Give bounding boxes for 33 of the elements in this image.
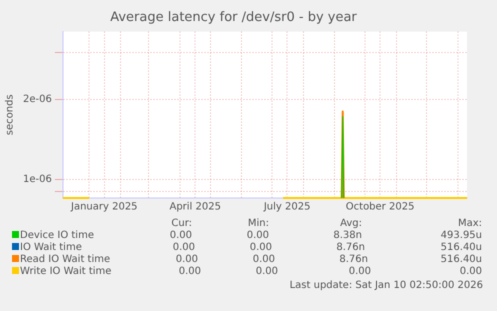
legend-label: Write IO Wait time [19, 266, 112, 277]
text: 8.38n [333, 230, 362, 242]
text: 516.40u [440, 242, 482, 254]
text: 0.00 [246, 230, 269, 242]
x-tick-label: April 2025 [169, 202, 221, 213]
text: 0.00 [252, 254, 275, 266]
x-tick-label: January 2025 [70, 202, 138, 213]
y-tick-label: 2e-06 [22, 94, 52, 105]
chart-title: Average latency for /dev/sr0 - by year [110, 10, 358, 26]
text: Max: [458, 218, 482, 230]
text: 0.00 [178, 266, 201, 278]
x-tick-label: July 2025 [262, 202, 310, 213]
text: 8.76n [336, 242, 365, 254]
x-tick-label: October 2025 [346, 202, 414, 213]
text: Cur: [171, 218, 192, 230]
text: 0.00 [170, 230, 192, 242]
text: Min: [248, 218, 269, 230]
text: 8.76n [339, 254, 368, 266]
legend-label: IO Wait time [19, 242, 82, 253]
text: 0.00 [172, 242, 195, 254]
text: 0.00 [460, 266, 482, 278]
y-axis-title: seconds [4, 94, 16, 136]
text: Avg: [340, 218, 362, 230]
text: Last update: Sat Jan 10 02:50:00 2026 [290, 280, 483, 291]
y-tick-label: 1e-06 [22, 174, 52, 185]
text: 516.40u [440, 254, 482, 266]
text: 0.00 [250, 242, 272, 254]
legend-label: Read IO Wait time [19, 254, 110, 265]
text: 0.00 [256, 266, 278, 278]
text: 493.95u [440, 230, 482, 242]
text: 0.00 [176, 254, 198, 266]
legend-label: Device IO time [19, 230, 94, 241]
text: 0.00 [348, 266, 371, 278]
